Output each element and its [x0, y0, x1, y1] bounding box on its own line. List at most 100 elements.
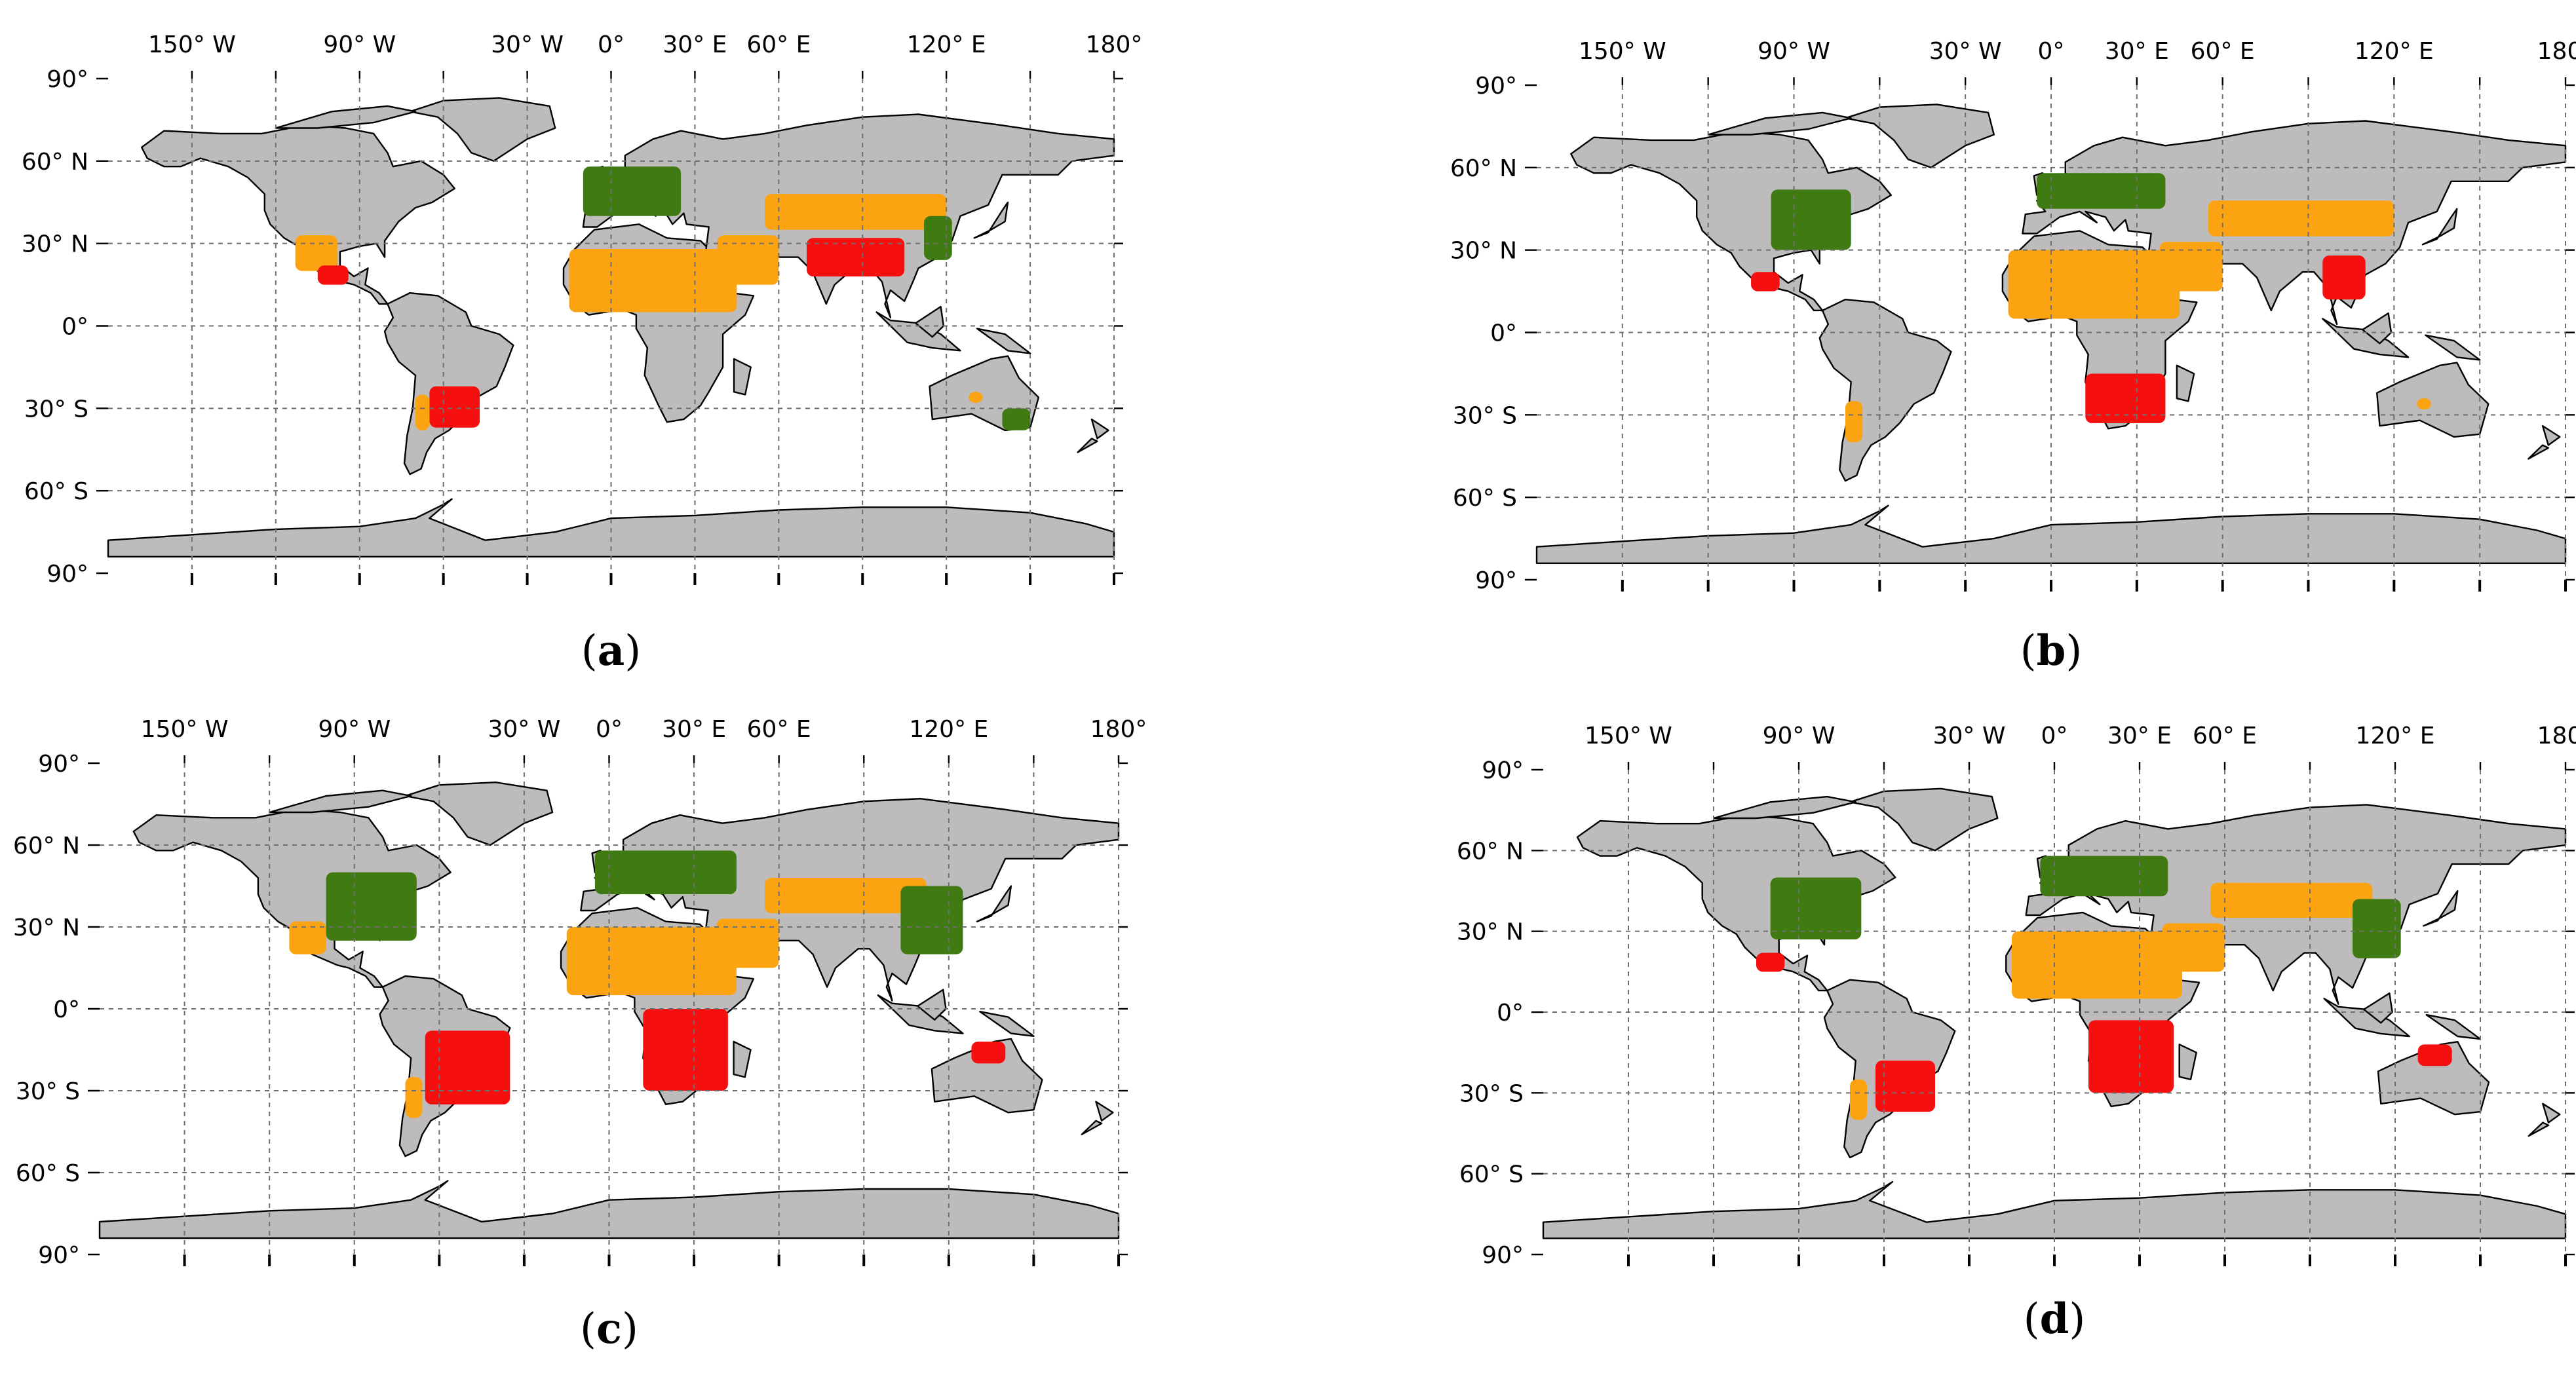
region-green [900, 886, 963, 954]
y-tick-label: 60° S [24, 478, 88, 505]
panel-caption: (d) [2024, 1294, 2086, 1344]
y-tick-label: 0° [1497, 1000, 1524, 1027]
y-tick-label: 90° [1475, 73, 1517, 100]
land-mass [2528, 1122, 2550, 1137]
x-tick-label: 30° E [2107, 723, 2172, 749]
x-tick-label: 0° [596, 716, 623, 743]
y-tick-label: 30° N [13, 915, 80, 941]
x-tick-label: 0° [2041, 723, 2068, 749]
x-tick-label: 180° [2537, 38, 2576, 65]
y-tick-label: 30° S [1453, 402, 1517, 429]
y-tick-label: 0° [53, 996, 80, 1023]
panel-caption: (c) [580, 1304, 638, 1353]
caption-close: ) [622, 1305, 638, 1353]
region-red [317, 265, 349, 285]
region-red [2322, 255, 2366, 300]
x-tick-label: 120° E [2355, 38, 2434, 65]
caption-open: ( [581, 627, 598, 675]
x-tick-label: 60° E [2193, 723, 2257, 749]
y-tick-label: 30° S [1459, 1080, 1524, 1107]
land-mass [2176, 364, 2195, 402]
panel-caption: (a) [581, 626, 641, 675]
x-tick-label: 0° [2038, 38, 2065, 65]
x-tick-label: 150° W [1579, 38, 1666, 65]
x-tick-label: 120° E [909, 716, 988, 743]
y-tick-label: 60° S [1459, 1161, 1524, 1188]
caption-close: ) [2069, 1295, 2085, 1344]
land-mass [1570, 131, 1892, 312]
land-mass [132, 808, 452, 988]
x-tick-label: 30° W [1929, 38, 2002, 65]
region-orange [717, 235, 779, 285]
land-mass [2542, 1103, 2561, 1123]
x-tick-label: 30° W [491, 31, 564, 58]
land-mass [2323, 998, 2410, 1038]
x-tick-label: 180° [1086, 31, 1143, 58]
panel-caption: (b) [2020, 626, 2083, 675]
land-mass [2322, 318, 2410, 358]
region-red [971, 1042, 1006, 1064]
x-tick-label: 150° W [141, 716, 229, 743]
x-tick-label: 30° W [1933, 723, 2006, 749]
land-mass [1090, 418, 1109, 440]
region-green [2353, 899, 2401, 958]
y-tick-label: 60° N [22, 149, 88, 176]
y-tick-label: 30° N [1450, 238, 1517, 265]
region-green [1770, 877, 1862, 939]
land-mass [383, 292, 514, 476]
region-green [583, 166, 682, 216]
land-mass [404, 782, 554, 846]
land-mass [269, 789, 412, 814]
y-tick-label: 90° [1482, 757, 1524, 784]
region-red [2088, 1020, 2174, 1093]
caption-letter: d [2040, 1294, 2069, 1344]
y-tick-label: 90° [38, 1242, 80, 1269]
region-orange [295, 235, 337, 271]
region-orange [2417, 398, 2432, 409]
land-mass [875, 311, 961, 352]
region-orange [716, 918, 779, 968]
y-tick-label: 0° [1490, 320, 1517, 347]
region-green [1002, 408, 1031, 430]
caption-letter: b [2037, 626, 2066, 675]
land-mass [2528, 444, 2549, 460]
region-red [2417, 1044, 2452, 1066]
x-tick-label: 120° E [907, 31, 986, 58]
region-red [643, 1009, 728, 1091]
region-red [2085, 373, 2166, 423]
y-tick-label: 90° [1475, 567, 1517, 594]
region-orange [765, 878, 927, 914]
region-orange [566, 927, 737, 996]
land-mass [1576, 814, 1896, 992]
caption-open: ( [580, 1305, 596, 1353]
land-mass [733, 1040, 752, 1078]
y-tick-label: 30° S [24, 396, 88, 423]
land-mass [2376, 362, 2489, 438]
x-tick-label: 60° E [747, 716, 811, 743]
land-mass [2425, 334, 2481, 361]
x-tick-label: 30° W [488, 716, 560, 743]
land-mass [1081, 1120, 1103, 1135]
y-tick-label: 90° [1482, 1242, 1524, 1269]
x-tick-label: 30° E [663, 31, 727, 58]
land-mass [409, 97, 556, 162]
land-mass [1707, 111, 1852, 136]
region-orange [969, 392, 983, 403]
land-mass [2178, 1044, 2197, 1080]
region-orange [569, 249, 737, 312]
x-tick-label: 90° W [1763, 723, 1836, 749]
land-mass [979, 1011, 1035, 1037]
region-orange [2208, 200, 2394, 236]
land-mass [1818, 299, 1952, 482]
land-mass [275, 105, 417, 129]
region-green [2037, 173, 2166, 209]
region-orange [2162, 923, 2225, 972]
map-panel-d: 150° W 90° W 30° W 0° 30° E 60° E 120° E 180° 90… [1457, 723, 2576, 1344]
x-tick-label: 180° [1090, 716, 1147, 743]
region-orange [405, 1077, 423, 1118]
map-panel-a: 150° W 90° W 30° W 0° 30° E 60° E 120° E 180° 90… [22, 31, 1143, 675]
caption-letter: c [596, 1304, 622, 1353]
y-tick-label: 30° N [22, 231, 88, 258]
y-tick-label: 60° N [13, 833, 80, 859]
